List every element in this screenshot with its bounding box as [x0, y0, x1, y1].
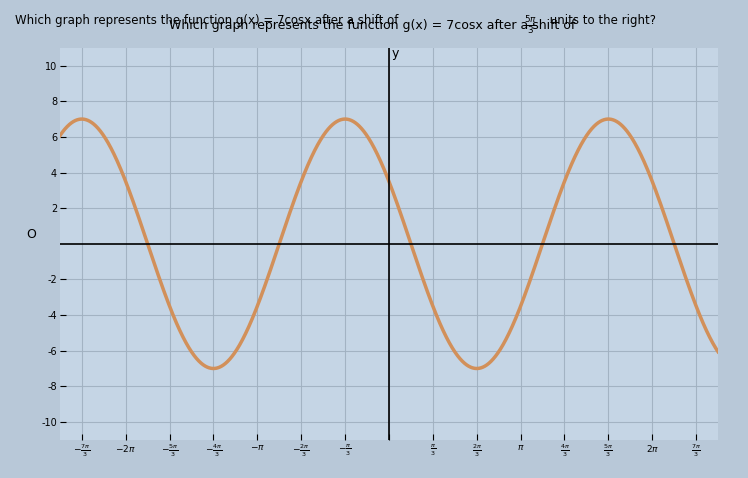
Text: O: O	[26, 228, 36, 241]
Text: Which graph represents the function g(x) = 7cosx after a shift of: Which graph represents the function g(x)…	[15, 14, 406, 27]
Text: Which graph represents the function g(x) = 7cosx after a shift of: Which graph represents the function g(x)…	[169, 19, 579, 32]
Text: $\frac{5\pi}{3}$: $\frac{5\pi}{3}$	[524, 14, 536, 36]
Text: y: y	[391, 47, 399, 60]
Text: units to the right?: units to the right?	[546, 14, 656, 27]
